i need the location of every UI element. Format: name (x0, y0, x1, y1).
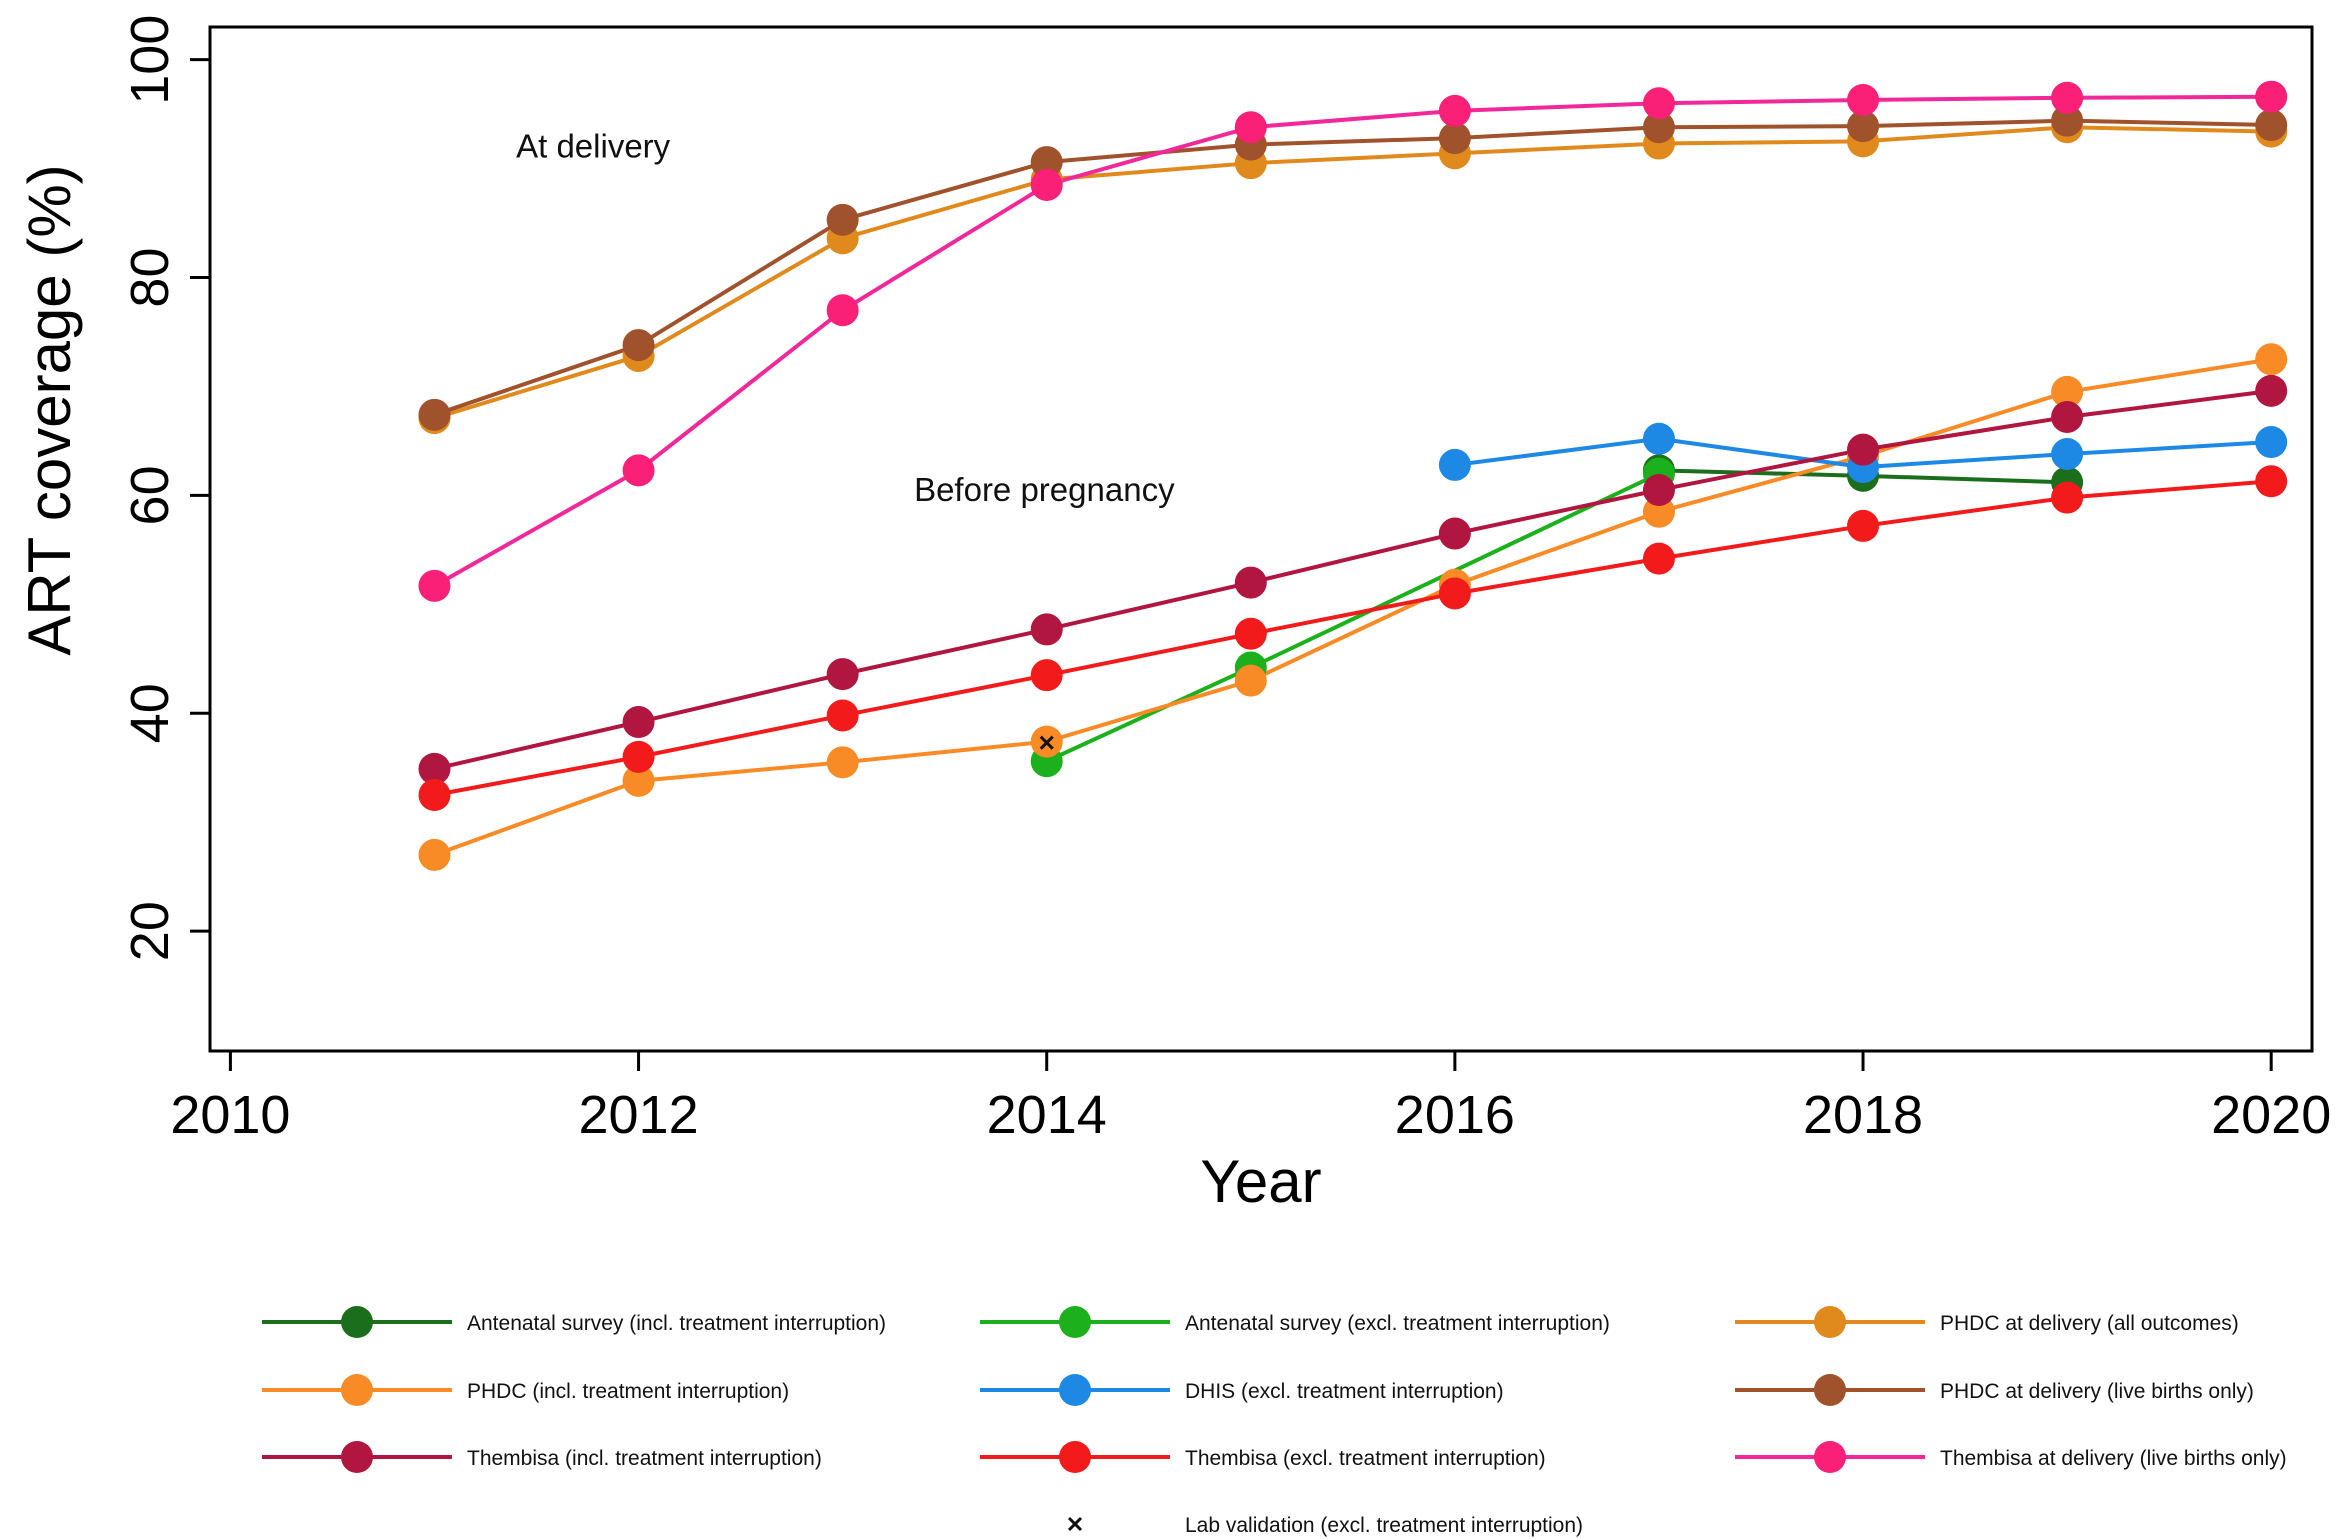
data-point (2051, 438, 2084, 471)
data-point (826, 203, 859, 236)
annotations: At delivery Before pregnancy (516, 128, 1175, 508)
series-line (434, 388, 2272, 771)
x-tick-label: 2016 (1395, 1085, 1515, 1145)
legend-label: Thembisa (excl. treatment interruption) (1185, 1447, 1546, 1470)
series-line (434, 479, 2272, 797)
data-point (2051, 400, 2084, 433)
legend-marker (1814, 1306, 1846, 1338)
data-point (1234, 111, 1267, 144)
data-point (418, 569, 451, 602)
data-point (1234, 664, 1267, 697)
legend: Antenatal survey (incl. treatment interr… (262, 1306, 2287, 1537)
legend-label: PHDC at delivery (live births only) (1940, 1380, 2254, 1403)
legend-label: DHIS (excl. treatment interruption) (1185, 1380, 1504, 1403)
data-point (2051, 375, 2084, 408)
data-point (418, 752, 451, 785)
data-point (1438, 122, 1471, 155)
data-point (622, 706, 655, 739)
data-point (2255, 343, 2288, 376)
legend-marker (341, 1441, 373, 1473)
y-tick-label: 20 (120, 901, 180, 961)
legend-marker (1059, 1374, 1091, 1406)
data-point (1234, 566, 1267, 599)
data-point (1438, 94, 1471, 127)
data-point (418, 779, 451, 811)
y-tick-label: 100 (120, 15, 180, 105)
data-point (1642, 111, 1675, 144)
series-markers (418, 80, 2288, 871)
series-line (433, 118, 2272, 417)
legend-label: Lab validation (excl. treatment interrup… (1185, 1514, 1583, 1537)
data-point (2051, 81, 2084, 114)
data-point (1847, 83, 1880, 116)
data-point (2255, 109, 2288, 142)
data-point (1030, 613, 1063, 646)
data-point (1847, 509, 1880, 542)
series-line (433, 357, 2272, 857)
legend-x-marker (1067, 1516, 1083, 1532)
y-tick-label: 80 (120, 248, 180, 308)
data-point (2255, 426, 2288, 459)
data-point (418, 838, 451, 871)
data-point (622, 454, 655, 487)
data-point (1642, 473, 1675, 506)
data-point (1030, 168, 1063, 201)
series-lines (433, 94, 2272, 857)
lab-validation-marker (1039, 735, 1054, 750)
data-point (1438, 517, 1471, 550)
data-point (1030, 146, 1063, 179)
plot-frame (208, 25, 2314, 1053)
data-point (622, 329, 655, 362)
legend-label: Thembisa (incl. treatment interruption) (467, 1447, 822, 1470)
y-tick-label: 60 (120, 465, 180, 525)
series-line (433, 125, 2272, 420)
legend-marker (1059, 1441, 1091, 1473)
data-point (1642, 422, 1675, 455)
x-tick-label: 2012 (578, 1085, 698, 1145)
data-point (1030, 659, 1063, 692)
legend-label: Antenatal survey (incl. treatment interr… (467, 1312, 886, 1335)
series-line (433, 94, 2272, 588)
data-point (2051, 104, 2084, 137)
data-point (2255, 374, 2288, 407)
data-point (622, 740, 655, 773)
y-axis-title: ART coverage (%) (16, 164, 83, 655)
data-point (622, 764, 655, 797)
data-point (2255, 80, 2288, 113)
series-line (1045, 471, 1660, 764)
legend-label: PHDC (incl. treatment interruption) (467, 1380, 789, 1403)
legend-marker (341, 1306, 373, 1338)
data-point (2051, 481, 2084, 514)
x-tick-label: 2010 (170, 1085, 290, 1145)
data-point (826, 746, 859, 779)
data-point (1438, 448, 1471, 481)
legend-label: PHDC at delivery (all outcomes) (1940, 1312, 2239, 1335)
data-point (1847, 433, 1880, 466)
data-point (1234, 617, 1267, 650)
data-point (1642, 87, 1675, 120)
data-point (826, 658, 859, 691)
data-point (418, 398, 451, 431)
x-tick-label: 2014 (987, 1085, 1107, 1145)
legend-marker (1814, 1441, 1846, 1473)
legend-marker (1814, 1374, 1846, 1406)
y-tick-label: 40 (120, 683, 180, 743)
legend-marker (341, 1374, 373, 1406)
annotation-label: At delivery (516, 128, 671, 165)
x-tick-label: 2018 (1803, 1085, 1923, 1145)
data-point (1438, 577, 1471, 610)
data-point (826, 294, 859, 327)
x-tick-label: 2020 (2211, 1085, 2331, 1145)
x-axis-title: Year (1200, 1148, 1321, 1215)
data-point (1847, 110, 1880, 143)
data-point (1642, 542, 1675, 575)
legend-label: Thembisa at delivery (live births only) (1940, 1447, 2287, 1470)
data-point (826, 699, 859, 732)
data-point (2255, 465, 2288, 498)
legend-label: Antenatal survey (excl. treatment interr… (1185, 1312, 1610, 1335)
annotation-label: Before pregnancy (914, 471, 1175, 508)
legend-marker (1059, 1306, 1091, 1338)
